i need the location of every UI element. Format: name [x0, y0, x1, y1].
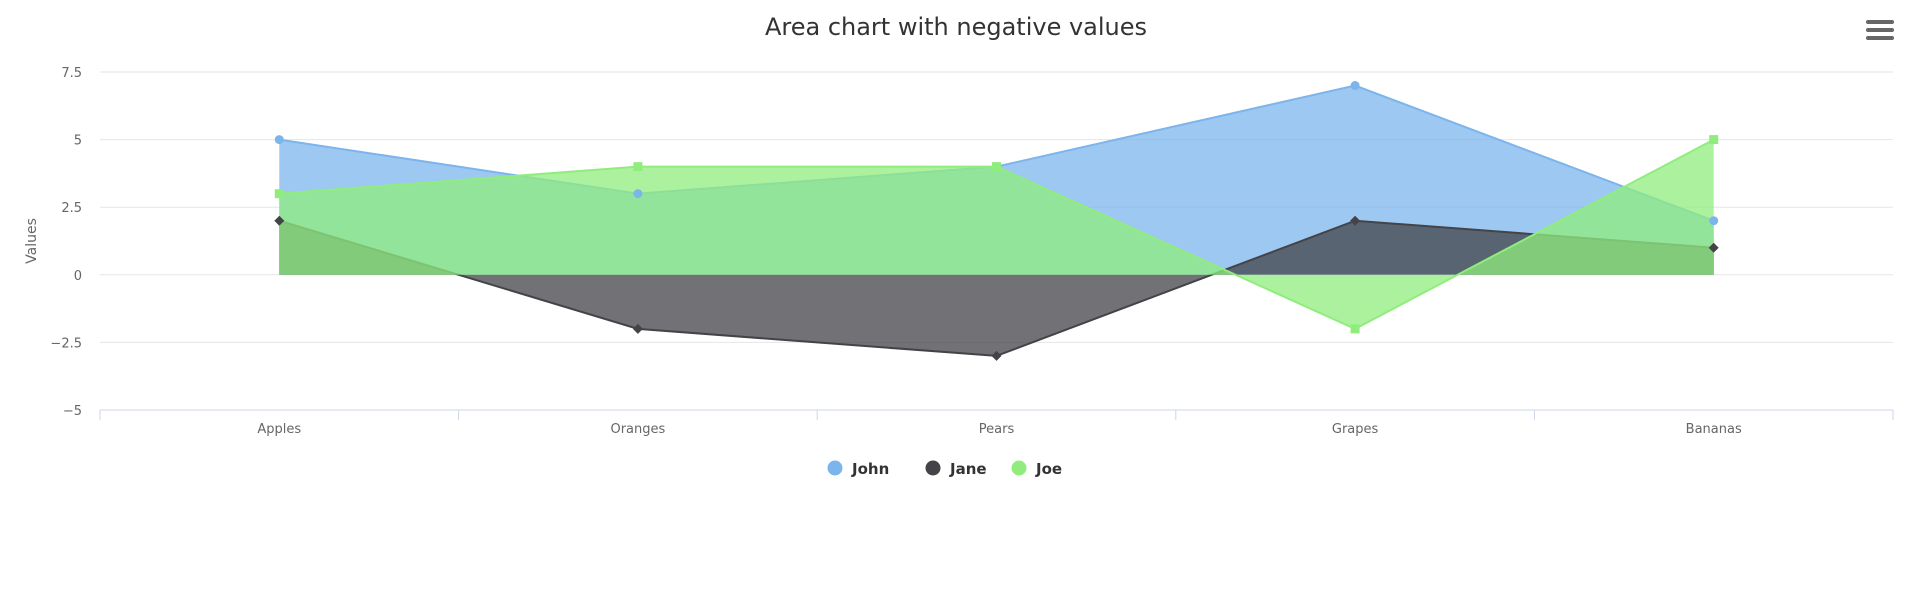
y-tick-label: 5 [74, 134, 82, 149]
legend-item[interactable]: Jane [925, 460, 987, 478]
x-tick-label: Oranges [610, 422, 665, 437]
menu-bar [1866, 36, 1894, 40]
data-point[interactable] [274, 135, 284, 145]
legend-item[interactable]: Joe [1011, 460, 1063, 478]
menu-bar [1866, 20, 1894, 24]
x-tick-label: Grapes [1332, 422, 1379, 437]
y-tick-label: 2.5 [61, 201, 82, 216]
legend-label: John [851, 460, 889, 478]
legend-symbol [827, 460, 843, 476]
data-point[interactable] [1350, 324, 1360, 334]
menu-bar [1866, 28, 1894, 32]
y-tick-label: −5 [63, 404, 82, 419]
x-tick-label: Bananas [1686, 422, 1742, 437]
series-markers [274, 81, 1719, 361]
series-areas [279, 84, 1715, 357]
x-axis: Apples Oranges Pears Grapes Bananas [99, 409, 1894, 437]
series-area [279, 139, 1714, 329]
data-point[interactable] [633, 189, 643, 199]
hamburger-menu-icon[interactable] [1866, 20, 1894, 44]
data-point[interactable] [633, 162, 643, 172]
data-point[interactable] [274, 189, 284, 199]
data-point[interactable] [1708, 242, 1719, 253]
data-point[interactable] [1709, 216, 1719, 226]
legend-symbol [925, 460, 941, 476]
x-tick-label: Apples [257, 422, 301, 437]
y-tick-label: 7.5 [61, 66, 82, 81]
data-point[interactable] [632, 323, 643, 334]
data-point[interactable] [1709, 135, 1719, 145]
data-point[interactable] [1350, 81, 1360, 91]
data-point[interactable] [992, 162, 1001, 172]
legend-label: Jane [949, 460, 987, 478]
data-point[interactable] [1350, 215, 1361, 226]
legend-label: Joe [1035, 460, 1062, 478]
y-axis-label: Values [24, 218, 40, 264]
legend-item[interactable]: John [827, 460, 890, 478]
series-area [279, 220, 1714, 356]
y-tick-label: −2.5 [50, 336, 82, 351]
legend: John Jane Joe [827, 460, 1063, 478]
data-point[interactable] [274, 215, 285, 226]
data-point[interactable] [991, 350, 1002, 361]
x-tick-label: Pears [979, 422, 1015, 437]
legend-symbol [1011, 460, 1027, 476]
y-tick-labels: 7.5 5 2.5 0 −2.5 −5 [50, 66, 82, 419]
y-tick-label: 0 [74, 269, 82, 284]
chart-title: Area chart with negative values [765, 13, 1147, 41]
